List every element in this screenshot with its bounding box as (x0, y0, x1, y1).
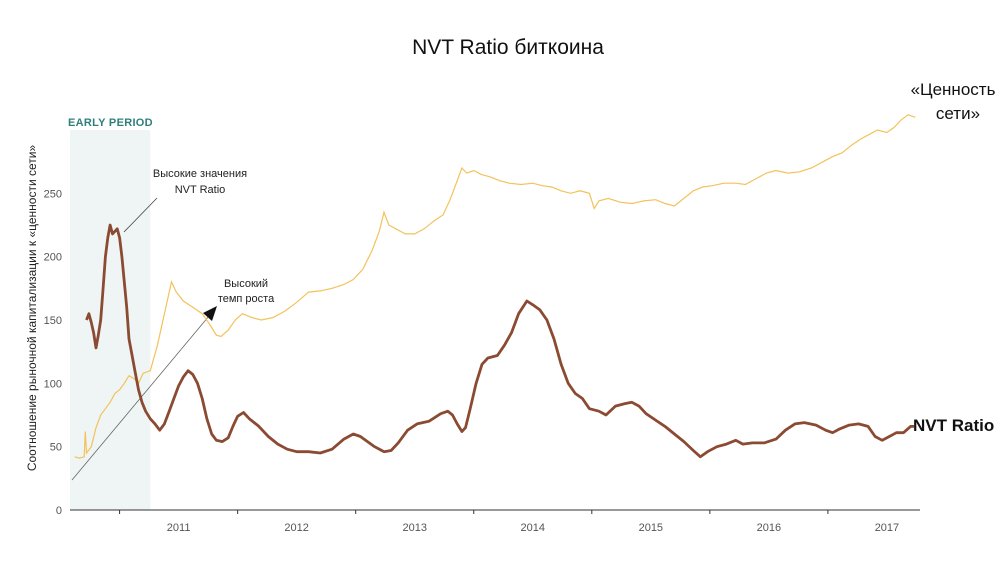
annotation-growth-arrowhead (203, 306, 217, 321)
x-tick-label-2013: 2013 (402, 522, 426, 534)
y-tick-label-200: 200 (44, 252, 62, 264)
x-tick-labels: 2011 2012 2013 2014 2015 2016 2017 (119, 510, 899, 534)
x-tick-label-2015: 2015 (639, 522, 663, 534)
network-value-label-line1: «Ценность (911, 80, 996, 99)
early-period-region (70, 130, 151, 510)
y-axis-label: Соотношение рыночной капитализации к «це… (25, 145, 39, 472)
series-line-nvt-ratio (85, 223, 915, 459)
y-tick-label-0: 0 (56, 505, 62, 517)
annotation-high-nvt-line1: Высокие значения (153, 168, 247, 180)
annotation-high-nvt-line2: NVT Ratio (175, 184, 226, 196)
annotation-high-nvt-pointer (123, 197, 158, 233)
x-tick-label-2016: 2016 (757, 522, 781, 534)
y-tick-label-250: 250 (44, 188, 62, 200)
x-tick-label-2017: 2017 (875, 522, 899, 534)
network-value-label-line2: сети» (936, 104, 980, 123)
y-tick-label-100: 100 (44, 378, 62, 390)
annotation-growth-line1: Высокий (224, 278, 268, 290)
nvt-ratio-label: NVT Ratio (913, 416, 994, 435)
x-tick-label-2012: 2012 (284, 522, 308, 534)
y-tick-labels: 0 50 100 150 200 250 (44, 188, 62, 517)
annotation-high-nvt: Высокие значения NVT Ratio (123, 168, 247, 233)
chart-title: NVT Ratio биткоина (412, 36, 604, 59)
y-tick-label-150: 150 (44, 315, 62, 327)
y-tick-label-50: 50 (50, 442, 62, 454)
annotation-growth-line2: темп роста (218, 293, 275, 305)
x-tick-label-2014: 2014 (521, 522, 545, 534)
series-line-network-value (74, 114, 916, 459)
x-tick-label-2011: 2011 (167, 522, 191, 534)
early-period-label: EARLY PERIOD (68, 117, 153, 129)
